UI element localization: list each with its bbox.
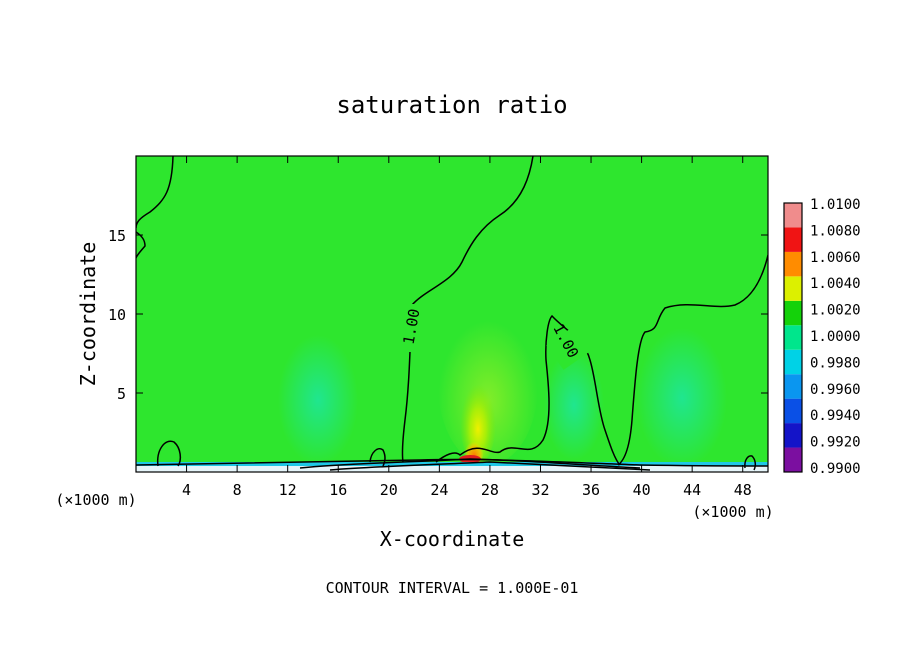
y-axis-label: Z-coordinate [76, 242, 100, 387]
x-tick-label: 24 [430, 481, 448, 499]
colorbar-label: 1.0020 [810, 303, 861, 319]
x-tick-label: 4 [182, 481, 191, 499]
contour-line-surface-2 [299, 458, 641, 469]
x-tick-label: 28 [481, 481, 499, 499]
colorbar-swatch [784, 374, 802, 399]
colorbar-label: 0.9920 [810, 435, 861, 451]
x-tick-label: 32 [531, 481, 549, 499]
contour-line-main [401, 156, 534, 463]
colorbar-swatch [784, 325, 802, 350]
colorbar-swatch [784, 447, 802, 472]
field-patch-lowsat-mid [544, 350, 604, 460]
contour-label-bg-2 [546, 319, 601, 370]
colorbar-swatch [784, 227, 802, 252]
colorbar-swatch [784, 300, 802, 326]
x-tick-label: 48 [734, 481, 752, 499]
colorbar: 0.9900 0.9920 0.9940 0.9960 0.9980 1.0000 1.00… [783, 197, 861, 477]
contour-label: 1.00 [400, 307, 424, 346]
contour-interval-note: CONTOUR INTERVAL = 1.000E-01 [326, 579, 579, 597]
y-tick-label: 5 [117, 385, 126, 403]
y-tick-label: 15 [108, 227, 126, 245]
colorbar-swatch [784, 349, 802, 375]
colorbar-swatch [784, 423, 802, 448]
colorbar-label: 1.0040 [810, 276, 861, 292]
colorbar-label: 1.0060 [810, 250, 861, 266]
x-axis-unit-right: (×1000 m) [692, 503, 773, 521]
y-tick-label: 10 [108, 306, 126, 324]
field-patch-lowsat-left [278, 335, 358, 465]
contour-label-group: 1.00 1.00 [400, 304, 601, 370]
x-axis-label: X-coordinate [380, 527, 525, 551]
colorbar-label: 1.0100 [810, 197, 861, 213]
colorbar-label: 0.9940 [810, 408, 861, 424]
colorbar-swatch [784, 251, 802, 277]
contour-line-topleft [136, 156, 174, 229]
x-tick-label: 8 [233, 481, 242, 499]
x-tick-label: 40 [633, 481, 651, 499]
colorbar-label: 0.9960 [810, 382, 861, 398]
colorbar-label: 0.9980 [810, 355, 861, 371]
field-patch-lowsat-right [637, 328, 727, 468]
colorbar-label: 0.9900 [810, 461, 861, 477]
contour-line-tongue [435, 314, 621, 466]
colorbar-frame [783, 202, 803, 473]
contour-lines [136, 156, 768, 471]
x-tick-label: 20 [380, 481, 398, 499]
contour-label-bg-1 [408, 304, 422, 352]
surface-band-white [136, 466, 768, 472]
x-tick-label: 12 [279, 481, 297, 499]
chart-title: saturation ratio [336, 91, 567, 119]
contour-loop-small [369, 448, 386, 467]
x-tick-label: 16 [329, 481, 347, 499]
colorbar-swatch [784, 398, 802, 424]
y-axis-ticks: 5 10 15 [108, 227, 768, 403]
colorbar-swatch [784, 276, 802, 301]
contour-line-right [617, 254, 768, 466]
x-axis-ticks: 4 8 12 16 20 24 28 32 36 40 44 48 [182, 156, 752, 499]
colorbar-label: 1.0080 [810, 223, 861, 239]
colorbar-label: 1.0000 [810, 329, 861, 345]
x-tick-label: 36 [582, 481, 600, 499]
contour-line-surface-3 [329, 461, 651, 471]
plot-area [136, 156, 768, 472]
x-tick-label: 44 [683, 481, 701, 499]
contour-line-leftedge [136, 231, 146, 259]
colorbar-swatch [784, 203, 802, 228]
x-axis-unit-left: (×1000 m) [55, 491, 136, 509]
contour-loop-left [156, 440, 182, 467]
